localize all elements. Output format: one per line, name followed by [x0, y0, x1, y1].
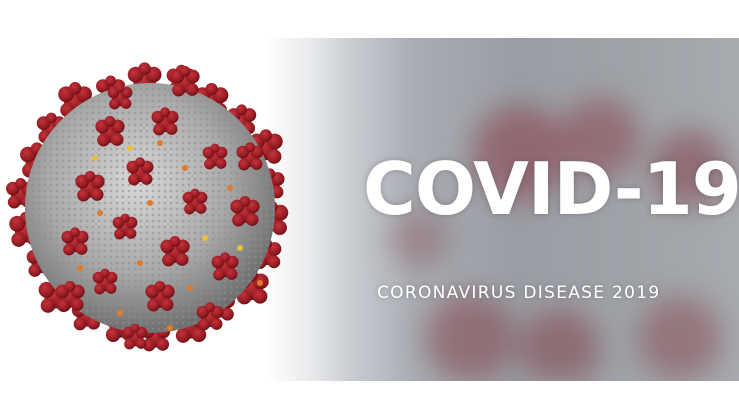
virus-particle	[182, 165, 188, 171]
spike-protein	[202, 143, 228, 170]
spike-protein	[160, 235, 190, 267]
spike-protein	[196, 302, 224, 331]
virus-particle	[157, 140, 163, 146]
virus-particle	[227, 185, 233, 191]
spike-protein	[211, 252, 239, 281]
virus-particle	[117, 310, 123, 316]
virus-particle	[97, 210, 103, 216]
spike-protein	[61, 227, 89, 256]
spike-protein	[107, 83, 133, 110]
spike-protein	[170, 65, 200, 97]
virus-particle	[77, 265, 83, 271]
spike-protein	[75, 170, 105, 202]
virus-spikes-front	[55, 65, 264, 350]
spike-protein	[112, 213, 138, 240]
virus-particle	[257, 280, 263, 286]
virus-particle	[127, 145, 133, 151]
banner-subtitle: CORONAVIRUS DISEASE 2019	[377, 283, 661, 303]
spike-protein	[92, 268, 118, 295]
virus-particle	[167, 325, 173, 331]
spike-protein	[145, 280, 175, 312]
virus-particle	[137, 260, 143, 266]
virus-particles	[77, 140, 263, 331]
virus-particle	[187, 285, 193, 291]
spike-protein	[182, 188, 208, 215]
spike-protein	[122, 323, 148, 350]
spike-protein	[126, 157, 154, 186]
virus-particle	[147, 200, 153, 206]
virus-particle	[202, 235, 208, 241]
spike-protein	[95, 115, 125, 147]
blurred-virus-background	[390, 98, 728, 381]
spike-protein	[151, 107, 179, 136]
banner-title: COVID-19	[363, 147, 739, 231]
spike-protein	[55, 280, 85, 312]
virus-particle	[237, 245, 243, 251]
spike-protein	[230, 195, 260, 227]
coronavirus-illustration	[6, 62, 289, 352]
spike-protein	[236, 142, 264, 171]
virus-particle	[92, 155, 98, 161]
